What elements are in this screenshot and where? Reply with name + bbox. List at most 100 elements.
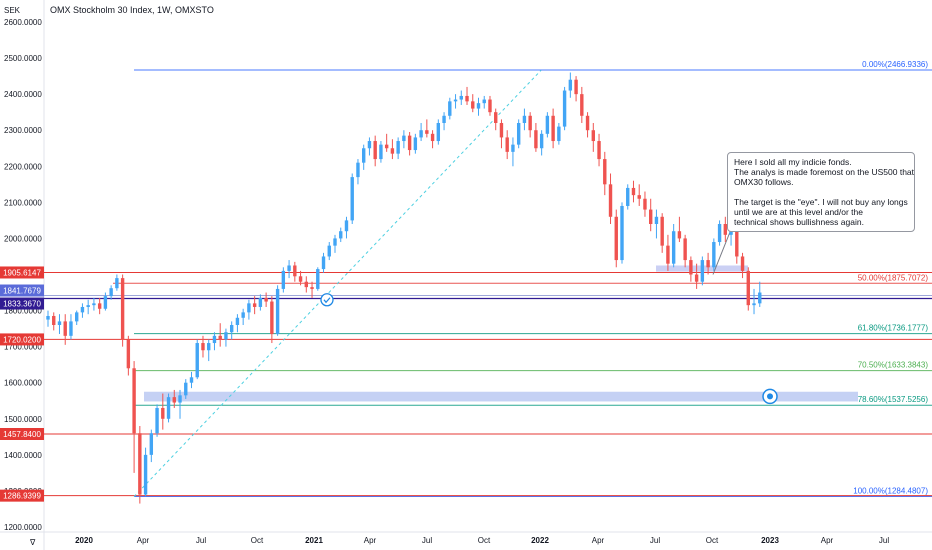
fib-level-label: 100.00%(1284.4807) [853, 487, 928, 496]
candle-body [304, 281, 308, 288]
candle-body [247, 303, 251, 313]
candle-body [482, 99, 486, 104]
candle-body [109, 288, 113, 297]
price-label-text: 1720.0200 [3, 335, 41, 344]
y-tick-label: 2300.0000 [4, 126, 42, 135]
y-tick-label: 2200.0000 [4, 162, 42, 171]
candle-body [92, 303, 96, 306]
candle-body [264, 297, 268, 302]
candle-body [143, 454, 148, 495]
price-label-text: 1841.7679 [3, 287, 41, 296]
candle-body [321, 256, 326, 270]
price-label-box [0, 489, 44, 502]
candle-body [270, 301, 274, 335]
x-tick-label: Jul [196, 536, 206, 545]
candle-body [591, 130, 595, 142]
candle-body [287, 265, 291, 271]
annotation-line: The target is the "eye". I will not buy … [734, 197, 908, 207]
candle-body [677, 231, 682, 239]
candle-body [75, 312, 79, 322]
candle-body [448, 101, 452, 116]
candle-body [339, 231, 343, 239]
fib-level-label: 0.00%(2466.9336) [862, 60, 928, 69]
candle-body [649, 209, 653, 224]
candle-body [459, 95, 463, 100]
candle-body [384, 144, 389, 149]
candle-body [488, 99, 492, 113]
annotation-note[interactable]: Here I sold all my indicie fonds. The an… [727, 152, 915, 232]
candle-body [442, 115, 446, 123]
candle-body [195, 343, 199, 378]
x-tick-label: 2022 [531, 536, 549, 545]
candle-body [752, 303, 756, 306]
annotation-line: until we are at this level and/or the [734, 207, 863, 217]
check-mark-icon [323, 297, 331, 304]
fib-level-label: 50.00%(1875.7072) [858, 273, 929, 282]
candle-body [327, 245, 331, 257]
fib-level-label: 70.50%(1633.3843) [858, 361, 929, 370]
candle-body [310, 287, 314, 289]
y-tick-label: 1800.0000 [4, 307, 42, 316]
candle-body [494, 112, 498, 123]
candle-body [562, 90, 567, 127]
x-tick-label: Apr [592, 536, 605, 545]
candle-body [476, 103, 481, 109]
candle-body [574, 79, 578, 95]
x-tick-label: Apr [364, 536, 377, 545]
price-label-box [0, 297, 44, 310]
target-zone [144, 391, 858, 402]
candle-body [717, 224, 722, 243]
candle-body [620, 205, 624, 261]
candle-body [660, 216, 664, 246]
candle-body [189, 377, 194, 383]
price-label-box [0, 266, 44, 279]
scale-icon: ∇ [29, 538, 36, 547]
candle-body [522, 115, 527, 123]
y-tick-label: 1500.0000 [4, 415, 42, 424]
candle-body [631, 187, 636, 196]
candle-body [224, 332, 228, 340]
candle-body [505, 137, 509, 152]
candle-body [362, 148, 366, 163]
candle-body [258, 297, 263, 307]
candle-body [511, 144, 515, 152]
candle-body [534, 130, 538, 149]
candle-body [367, 141, 372, 149]
candle-body [626, 187, 630, 206]
candle-body [603, 159, 607, 185]
candle-body [758, 292, 762, 304]
candle-body [539, 133, 544, 149]
candle-body [229, 325, 234, 333]
candle-body [155, 407, 159, 434]
price-label-text: 1905.6147 [3, 268, 41, 277]
annotation-line [734, 187, 908, 197]
candle-body [723, 224, 728, 235]
candle-body [430, 133, 435, 142]
price-label-box [0, 333, 44, 346]
candle-body [350, 177, 354, 221]
candle-body [63, 321, 67, 336]
candle-body [390, 148, 395, 154]
candle-body [643, 198, 647, 210]
candle-body [212, 335, 217, 344]
candle-body [551, 115, 555, 142]
currency-label: SEK [4, 6, 21, 15]
candle-body [252, 303, 257, 307]
y-tick-label: 1600.0000 [4, 379, 42, 388]
price-label-text: 1833.3670 [3, 300, 41, 309]
candle-body [528, 115, 532, 131]
candle-body [735, 227, 739, 257]
candle-body [126, 339, 131, 369]
x-tick-label: Oct [706, 536, 719, 545]
price-label-text: 1457.8400 [3, 430, 41, 439]
candle-body [453, 99, 458, 102]
candle-body [86, 305, 90, 307]
candle-body [436, 123, 441, 142]
candle-body [419, 130, 423, 138]
candle-body [712, 242, 716, 268]
candle-body [281, 270, 286, 289]
x-tick-label: Apr [821, 536, 834, 545]
candle-body [671, 231, 676, 264]
y-tick-label: 2600.0000 [4, 18, 42, 27]
